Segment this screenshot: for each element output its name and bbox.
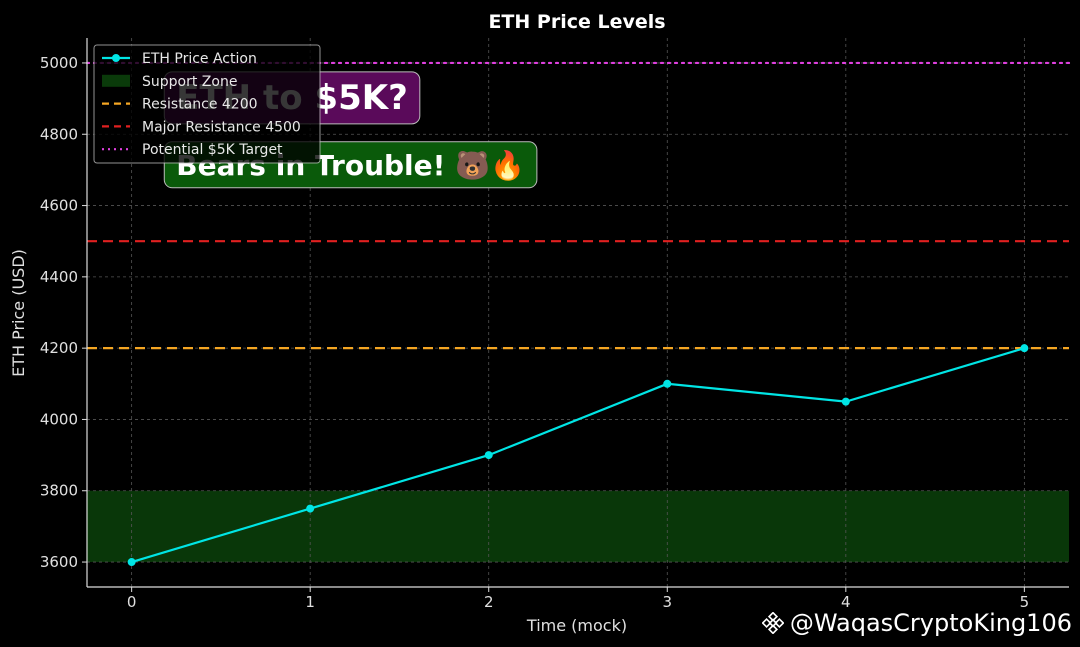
legend: ETH Price Action Support Zone Resistance 4… <box>93 44 321 164</box>
legend-label: Potential $5K Target <box>142 142 283 158</box>
y-tick-label: 4400 <box>40 268 78 286</box>
x-tick-label: 0 <box>127 593 137 611</box>
data-point <box>1020 344 1029 353</box>
legend-swatch-patch <box>102 74 130 87</box>
chart-title: ETH Price Levels <box>488 11 665 33</box>
x-tick-label: 3 <box>662 593 672 611</box>
x-tick-label: 4 <box>841 593 851 611</box>
series-line <box>131 347 1025 564</box>
legend-label: Major Resistance 4500 <box>142 119 301 135</box>
support-zone <box>87 490 1069 563</box>
x-tick-label: 2 <box>484 593 494 611</box>
y-tick-label: 4200 <box>40 339 78 357</box>
y-tick-label: 5000 <box>40 54 78 72</box>
y-axis-label: ETH Price (USD) <box>9 249 28 377</box>
y-tick-label: 3800 <box>40 482 78 500</box>
legend-swatch-marker <box>112 54 120 62</box>
y-tick-label: 4000 <box>40 410 78 428</box>
y-tick-label: 4600 <box>40 197 78 215</box>
x-axis-label: Time (mock) <box>526 616 627 635</box>
legend-label: Resistance 4200 <box>142 97 258 113</box>
plot-area: 0 1 2 3 4 5 3600 3800 4000 4200 4400 4600 4800 5000 ET… <box>40 38 1071 611</box>
data-point <box>663 379 672 388</box>
x-tick-label: 1 <box>305 593 315 611</box>
watermark-text: @WaqasCryptoKing106 <box>789 609 1072 637</box>
x-tick-label: 5 <box>1020 593 1030 611</box>
legend-label: ETH Price Action <box>142 51 257 67</box>
data-point <box>841 397 850 406</box>
data-point <box>127 558 136 567</box>
y-tick-label: 3600 <box>40 553 78 571</box>
binance-icon <box>761 612 784 634</box>
y-tick-label: 4800 <box>40 125 78 143</box>
data-point <box>484 451 493 460</box>
data-point <box>306 504 315 513</box>
legend-frame <box>93 44 321 164</box>
legend-label: Support Zone <box>142 74 237 90</box>
watermark: @WaqasCryptoKing106 <box>761 609 1072 637</box>
